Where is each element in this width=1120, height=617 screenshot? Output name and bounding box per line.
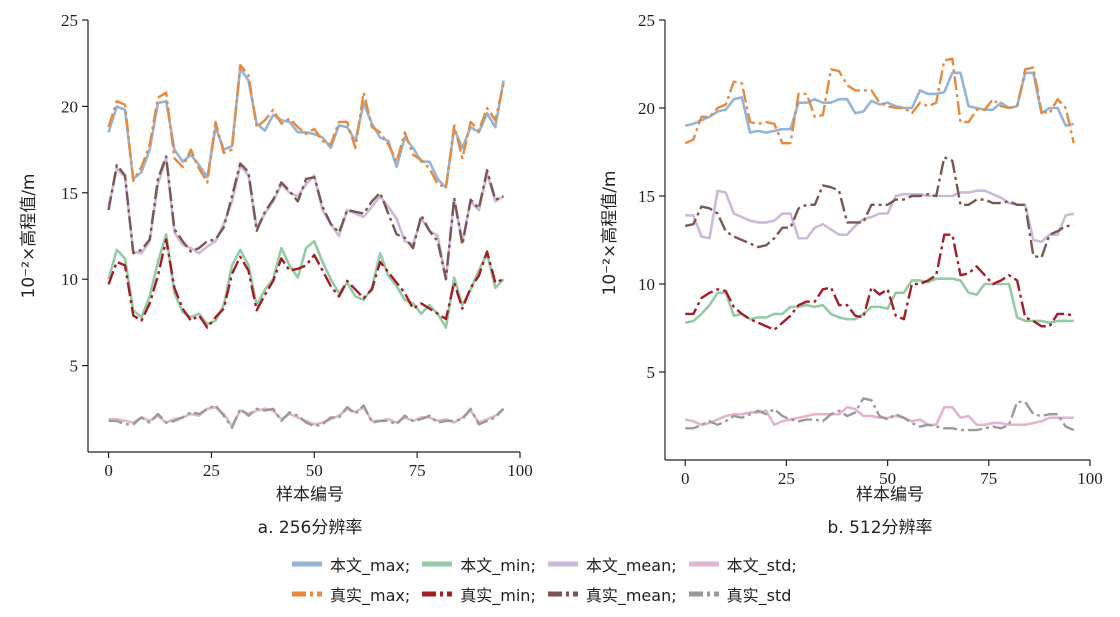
legend-swatch-zs-min (422, 591, 453, 597)
x-tick-label: 75 (409, 461, 426, 480)
x-axis-label: 样本编号 (276, 485, 344, 505)
series-line-bw-std (684, 405, 1074, 427)
x-tick-label: 100 (507, 461, 533, 480)
x-tick-label: 75 (980, 469, 997, 488)
legend-item-bw-std: 本文_std; (687, 552, 797, 576)
legend: 本文_max; 本文_min; 本文_mean; 本文_std; 真实_max;… (290, 549, 910, 609)
legend-label: 本文_mean; (585, 556, 677, 575)
legend-row-2: 真实_max; 真实_min; 真实_mean; 真实_std (290, 579, 910, 609)
plot-area: 5 10 15 20 25 0 25 50 75 100 (61, 11, 533, 480)
plot-area: 5 10 15 20 25 0 25 50 75 100 (638, 11, 1103, 488)
legend-item-zs-mean: 真实_mean; (546, 582, 677, 606)
x-tick-label: 50 (306, 461, 323, 480)
legend-swatch-bw-max (292, 561, 322, 567)
x-tick-label: 0 (104, 461, 113, 480)
legend-label: 真实_min; (460, 586, 536, 605)
series-line-zs-min (685, 233, 1075, 331)
legend-item-zs-max: 真实_max; (290, 582, 410, 606)
legend-row-1: 本文_max; 本文_min; 本文_mean; 本文_std; (290, 549, 910, 579)
y-axis-label: 10⁻²×高程值/m (19, 174, 39, 299)
x-tick-label: 25 (203, 461, 220, 480)
legend-item-bw-mean: 本文_mean; (546, 552, 677, 576)
series-line-zs-std (685, 397, 1075, 432)
legend-label: 真实_max; (330, 586, 411, 605)
legend-swatch-zs-max (292, 591, 322, 597)
chart-caption: b. 512分辨率 (827, 518, 932, 538)
legend-item-bw-max: 本文_max; (290, 552, 410, 576)
legend-item-bw-min: 本文_min; (420, 552, 536, 576)
legend-label: 本文_std; (726, 556, 797, 575)
y-tick-label: 15 (638, 187, 655, 206)
x-tick-label: 0 (681, 469, 690, 488)
legend-item-zs-min: 真实_min; (420, 582, 536, 606)
series-line-bw-min (684, 277, 1074, 325)
y-tick-label: 25 (61, 11, 78, 30)
legend-label: 真实_mean; (585, 586, 677, 605)
legend-swatch-bw-min (422, 561, 453, 567)
series-line-bw-max (684, 71, 1075, 134)
series-line-zs-max (684, 57, 1075, 145)
y-tick-label: 20 (61, 97, 78, 116)
legend-label: 真实_std (726, 586, 792, 605)
series-line-zs-std (108, 404, 505, 430)
x-tick-label: 100 (1077, 469, 1103, 488)
chart-512: 5 10 15 20 25 0 25 50 75 100 10⁻²×高程值/m 样本编号 b. 5… (600, 11, 1103, 538)
series-line-zs-mean (684, 156, 1074, 259)
y-tick-label: 10 (61, 270, 78, 289)
y-tick-label: 5 (70, 357, 79, 376)
legend-swatch-bw-std (688, 561, 719, 567)
series-line-zs-mean (107, 155, 505, 281)
legend-label: 本文_max; (330, 556, 411, 575)
y-tick-label: 10 (638, 275, 655, 294)
chart-caption: a. 256分辨率 (258, 518, 363, 538)
y-tick-label: 5 (647, 363, 656, 382)
y-tick-label: 20 (638, 99, 655, 118)
series-line-zs-min (107, 238, 505, 329)
legend-swatch-zs-std (688, 591, 719, 597)
series-line-bw-mean (107, 156, 505, 281)
series-line-zs-max (107, 63, 505, 189)
y-axis-label: 10⁻²×高程值/m (600, 171, 620, 296)
x-axis-label: 样本编号 (856, 485, 924, 505)
legend-label: 本文_min; (460, 556, 536, 575)
series-line-bw-mean (685, 189, 1075, 244)
y-tick-label: 15 (61, 184, 78, 203)
y-tick-label: 25 (638, 11, 655, 30)
x-tick-label: 50 (879, 469, 896, 488)
series-line-bw-max (107, 67, 505, 189)
legend-swatch-zs-mean (547, 591, 578, 597)
x-tick-label: 25 (778, 469, 795, 488)
series-line-bw-std (108, 405, 505, 428)
legend-item-zs-std: 真实_std (687, 582, 792, 606)
legend-swatch-bw-mean (547, 561, 578, 567)
chart-256: 5 10 15 20 25 0 25 50 75 100 10⁻²×高程值/m 样本编号 a. 2… (19, 11, 533, 538)
